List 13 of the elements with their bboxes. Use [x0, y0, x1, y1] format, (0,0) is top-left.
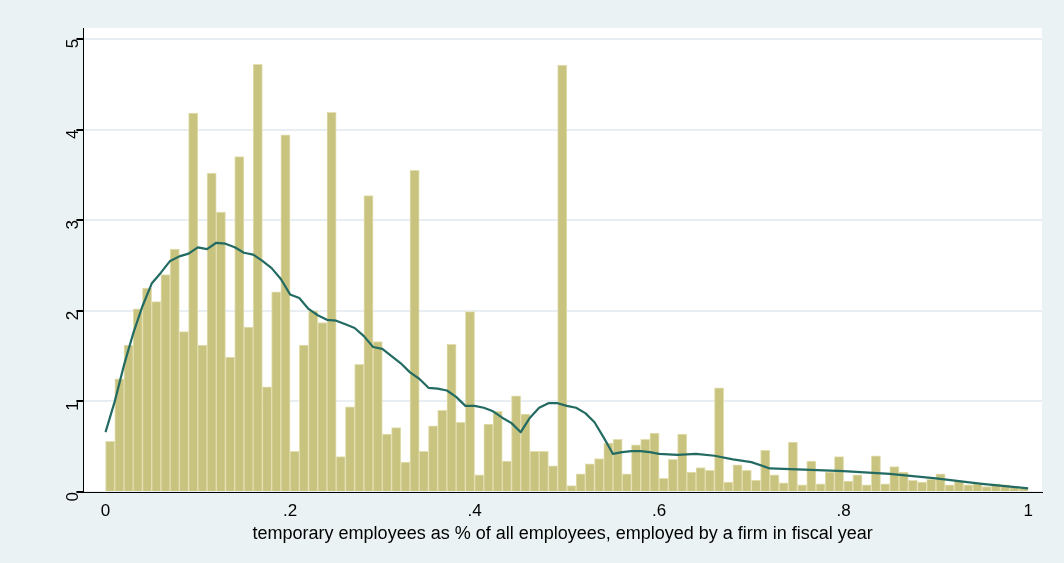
y-tick-label: 2 — [63, 310, 83, 321]
y-tick-label: 5 — [63, 38, 83, 49]
x-tick-label: 1 — [1023, 500, 1033, 520]
x-tick-label: .2 — [282, 500, 298, 520]
x-tick-label: .6 — [652, 500, 667, 520]
y-tick-label: 4 — [63, 129, 83, 139]
x-tick-label: 0 — [100, 500, 111, 520]
x-tick-label: .8 — [836, 500, 851, 520]
x-axis-title: temporary employees as % of all employees, employed by a firm in fiscal year — [252, 523, 873, 544]
y-tick-label: 3 — [63, 220, 83, 230]
y-tick-label: 0 — [63, 492, 83, 502]
x-tick-label: .4 — [467, 500, 482, 520]
y-tick-label: 1 — [63, 401, 83, 411]
